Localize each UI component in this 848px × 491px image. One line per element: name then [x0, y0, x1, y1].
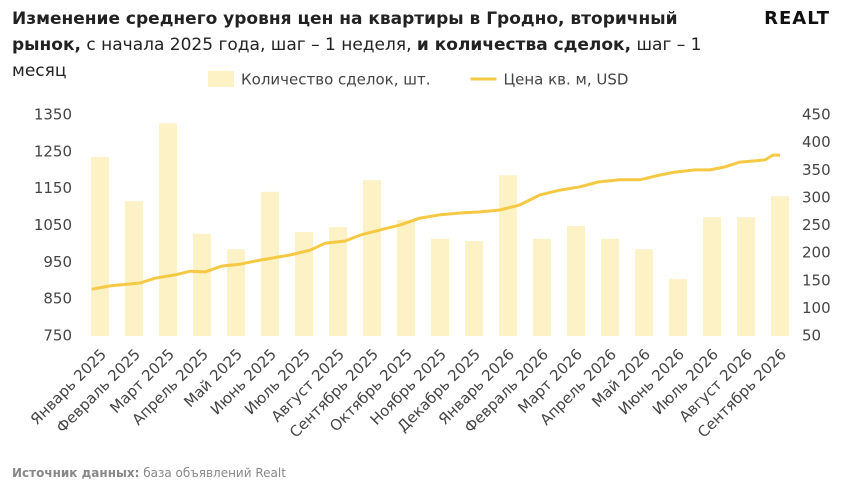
y2-tick-label: 450 — [802, 106, 831, 124]
bar — [329, 227, 347, 336]
bar — [669, 279, 687, 336]
source-label: Источник данных: — [12, 466, 140, 480]
bar — [431, 238, 449, 336]
y2-tick-label: 300 — [802, 188, 831, 206]
logo: REALT — [764, 8, 830, 29]
chart: 750 850 950 1050 1150 1250 1350 50 100 150 200 250 3… — [27, 71, 831, 442]
source: Источник данных: база объявлений Realt — [12, 466, 286, 480]
y2-tick-label: 250 — [802, 216, 831, 234]
price-line — [91, 153, 780, 291]
title-part: с начала 2025 года, шаг – 1 неделя, — [80, 35, 417, 55]
y-tick-label: 1050 — [34, 216, 72, 234]
y2-tick-label: 350 — [802, 161, 831, 179]
bar — [193, 233, 211, 336]
y-tick-label: 1150 — [34, 179, 72, 197]
title-part: Изменение среднего уровня цен на квартир… — [12, 9, 678, 55]
legend-swatch — [208, 71, 234, 87]
y-tick-label: 1350 — [34, 106, 72, 124]
bar — [91, 156, 109, 336]
legend-label: Количество сделок, шт. — [241, 71, 430, 89]
y2-tick-label: 150 — [802, 271, 831, 289]
y-tick-label: 1250 — [34, 142, 72, 160]
bar — [635, 249, 653, 336]
bar — [227, 249, 245, 336]
bar — [703, 217, 721, 336]
bar — [737, 217, 755, 336]
bar — [465, 240, 483, 336]
bar — [533, 238, 551, 336]
y2-tick-label: 200 — [802, 244, 831, 262]
y-tick-label: 750 — [43, 327, 72, 345]
title-part: шаг – 1 месяц — [12, 35, 702, 81]
bar — [397, 219, 415, 336]
bar — [261, 191, 279, 336]
y2-tick-label: 400 — [802, 133, 831, 151]
source-text: база объявлений Realt — [139, 466, 286, 480]
bar — [601, 238, 619, 336]
y-tick-label: 850 — [43, 290, 72, 308]
bar — [567, 226, 585, 336]
bar — [363, 180, 381, 336]
bar — [125, 201, 143, 336]
y-tick-label: 950 — [43, 253, 72, 271]
y2-tick-label: 50 — [802, 327, 821, 345]
y2-tick-label: 100 — [802, 299, 831, 317]
legend-label: Цена кв. м, USD — [503, 71, 628, 89]
bar — [771, 196, 789, 336]
bar — [295, 232, 313, 336]
title-part: и количества сделок, — [416, 35, 632, 55]
bar — [159, 123, 177, 336]
chart-title: Изменение среднего уровня цен на квартир… — [12, 6, 712, 84]
bar — [499, 175, 517, 336]
